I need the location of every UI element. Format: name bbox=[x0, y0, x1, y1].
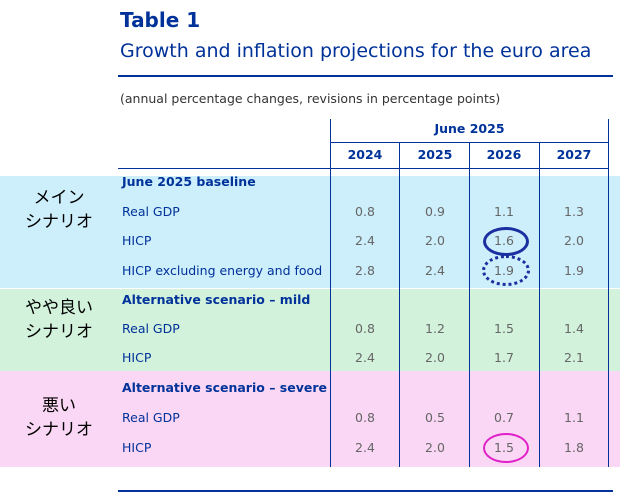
col-divider bbox=[399, 143, 400, 467]
table-cell: 1.1 bbox=[564, 410, 584, 425]
col-divider bbox=[608, 119, 609, 467]
header-bottom-rule bbox=[118, 168, 609, 169]
scenario-annotation: やや良い シナリオ bbox=[25, 298, 93, 342]
highlight-circle-dotted bbox=[482, 255, 530, 286]
row-label: HICP bbox=[122, 233, 152, 248]
col-divider bbox=[469, 143, 470, 467]
units-note: (annual percentage changes, revisions in… bbox=[120, 91, 501, 106]
table-cell: 0.8 bbox=[355, 410, 375, 425]
year-header: 2024 bbox=[347, 147, 383, 162]
row-label: Real GDP bbox=[122, 204, 180, 219]
table-cell: 2.0 bbox=[425, 233, 445, 248]
mild-scenario-band bbox=[0, 289, 620, 371]
title-rule bbox=[118, 75, 613, 77]
table-cell: 2.4 bbox=[355, 233, 375, 248]
row-label: HICP bbox=[122, 440, 152, 455]
group-header: June 2025 bbox=[434, 121, 505, 136]
table-cell: 1.7 bbox=[494, 350, 514, 365]
table-number: Table 1 bbox=[120, 8, 201, 32]
table-cell: 2.4 bbox=[425, 263, 445, 278]
table-cell: 2.0 bbox=[425, 440, 445, 455]
row-label: Real GDP bbox=[122, 321, 180, 336]
table-cell: 2.0 bbox=[564, 233, 584, 248]
year-header: 2026 bbox=[486, 147, 522, 162]
section-title: Alternative scenario – severe bbox=[122, 380, 327, 395]
table-cell: 1.1 bbox=[494, 204, 514, 219]
col-divider bbox=[330, 119, 331, 467]
table-cell: 1.9 bbox=[564, 263, 584, 278]
table-cell: 2.1 bbox=[564, 350, 584, 365]
table-cell: 1.5 bbox=[494, 321, 514, 336]
scenario-annotation: メイン シナリオ bbox=[25, 188, 93, 232]
table-cell: 1.2 bbox=[425, 321, 445, 336]
table-bottom-rule bbox=[118, 490, 613, 492]
row-label: Real GDP bbox=[122, 410, 180, 425]
table-cell: 0.7 bbox=[494, 410, 514, 425]
table-cell: 1.3 bbox=[564, 204, 584, 219]
year-header: 2025 bbox=[417, 147, 453, 162]
table-cell: 2.4 bbox=[355, 350, 375, 365]
table-cell: 2.0 bbox=[425, 350, 445, 365]
table-cell: 1.8 bbox=[564, 440, 584, 455]
table-title: Growth and inflation projections for the… bbox=[120, 40, 592, 62]
row-label: HICP bbox=[122, 350, 152, 365]
section-title: Alternative scenario – mild bbox=[122, 292, 311, 307]
highlight-circle-magenta bbox=[483, 433, 529, 463]
row-label: HICP excluding energy and food bbox=[122, 263, 323, 278]
table-cell: 0.5 bbox=[425, 410, 445, 425]
table-cell: 1.4 bbox=[564, 321, 584, 336]
table-cell: 0.8 bbox=[355, 204, 375, 219]
table-cell: 2.4 bbox=[355, 440, 375, 455]
table-cell: 0.8 bbox=[355, 321, 375, 336]
header-divider bbox=[330, 142, 609, 143]
section-title: June 2025 baseline bbox=[122, 174, 256, 189]
year-header: 2027 bbox=[556, 147, 592, 162]
highlight-circle-solid bbox=[483, 227, 529, 256]
scenario-annotation: 悪い シナリオ bbox=[25, 396, 93, 440]
table-cell: 2.8 bbox=[355, 263, 375, 278]
col-divider bbox=[539, 143, 540, 467]
table-cell: 0.9 bbox=[425, 204, 445, 219]
